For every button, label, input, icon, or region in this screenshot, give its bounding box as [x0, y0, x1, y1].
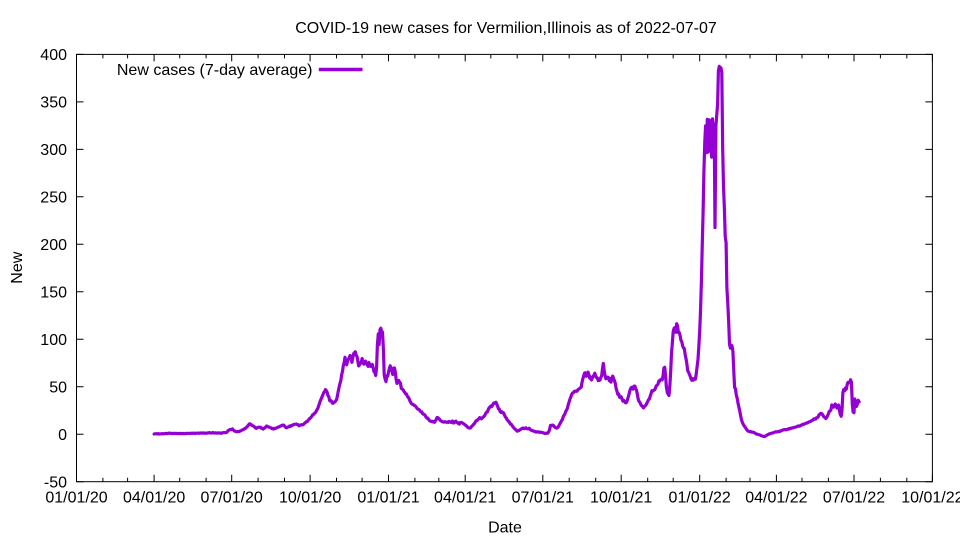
svg-text:New: New	[9, 251, 26, 283]
svg-text:10/01/20: 10/01/20	[279, 490, 341, 507]
svg-text:07/01/20: 07/01/20	[201, 490, 263, 507]
svg-text:10/01/22: 10/01/22	[901, 490, 960, 507]
svg-text:07/01/22: 07/01/22	[823, 490, 885, 507]
svg-text:0: 0	[58, 427, 67, 444]
svg-text:01/01/22: 01/01/22	[669, 490, 731, 507]
svg-text:-50: -50	[44, 474, 67, 491]
svg-text:150: 150	[40, 285, 67, 302]
svg-text:300: 300	[40, 142, 67, 159]
svg-text:Date: Date	[488, 520, 522, 537]
svg-text:400: 400	[40, 47, 67, 64]
svg-text:07/01/21: 07/01/21	[512, 490, 574, 507]
svg-text:01/01/21: 01/01/21	[357, 490, 419, 507]
svg-text:50: 50	[49, 379, 67, 396]
svg-text:01/01/20: 01/01/20	[45, 490, 107, 507]
svg-text:COVID-19 new cases for Vermili: COVID-19 new cases for Vermilion,Illinoi…	[295, 20, 717, 37]
svg-text:10/01/21: 10/01/21	[590, 490, 652, 507]
svg-text:350: 350	[40, 95, 67, 112]
svg-text:250: 250	[40, 190, 67, 207]
svg-text:04/01/20: 04/01/20	[123, 490, 185, 507]
svg-text:New cases (7-day average): New cases (7-day average)	[117, 62, 313, 79]
svg-text:100: 100	[40, 332, 67, 349]
svg-text:04/01/21: 04/01/21	[434, 490, 496, 507]
svg-text:200: 200	[40, 237, 67, 254]
svg-text:04/01/22: 04/01/22	[745, 490, 807, 507]
